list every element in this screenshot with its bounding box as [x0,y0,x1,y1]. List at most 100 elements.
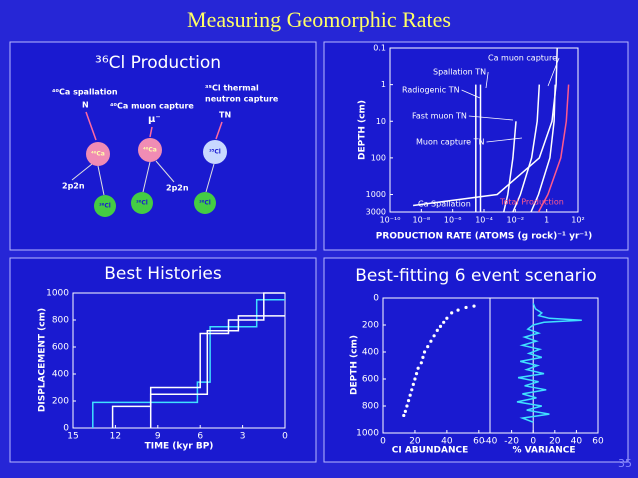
x-tick-label: -40 [483,437,498,447]
y-tick-label: 800 [52,316,69,326]
plot-frame [489,297,599,434]
scatter-point [402,413,406,418]
source-label: ³⁵Cl thermal [205,84,259,93]
series-label: Ca Spallation [418,200,471,209]
series-line [413,47,558,207]
arrows [85,111,223,141]
scatter-point [432,334,436,338]
scatter-point [438,324,443,328]
node-label: ³⁶Cl [99,203,111,210]
scatter-point [411,382,415,386]
node-label: ³⁶Cl [199,200,211,207]
arrow [205,163,215,193]
x-tick-label: 12 [110,432,121,442]
series-label: Spallation TN [433,68,486,77]
x-tick-label: 40 [441,437,453,447]
series-line [92,299,285,428]
series-line [530,84,556,213]
scatter-point [472,304,476,308]
series-line [516,303,582,423]
series-line [512,84,541,213]
x-tick-label: 10⁻⁶ [444,216,462,225]
series-label: Muon capture TN [416,138,485,147]
y-tick-label: 0 [373,294,379,304]
particle: μ⁻ [148,114,161,125]
y-axis-label: DISPLACEMENT (cm) [38,308,48,412]
scatter-point [419,361,423,365]
node-label: ⁴⁰Ca [91,151,105,158]
emission: 2p2n [166,184,189,193]
product-node [94,195,116,217]
scatter-point [426,345,430,349]
x-tick-label: 60 [473,437,485,447]
label-arrow [461,89,481,99]
y-tick-label: 0.1 [373,44,386,53]
node-label: ⁴⁰Ca [143,147,157,154]
scatter-point [429,339,433,343]
arrow [155,160,175,183]
diagram: ³⁶Cl Production ⁴⁰Ca spallation N ⁴⁰Ca m… [52,53,279,217]
plot-frame [72,292,286,429]
y-tick-label: 400 [362,348,379,358]
y-tick-label: 0 [63,424,69,434]
product-node [194,192,216,214]
series-line [111,292,285,428]
x-tick-label: 6 [197,432,203,442]
series-line [149,315,285,428]
emission: 2p2n [62,182,85,191]
y-tick-label: 600 [52,343,69,353]
y-tick-label: 1 [381,80,386,89]
x-tick-label: -20 [504,437,519,447]
y-tick-label: 100 [371,153,386,162]
y-tick-label: 400 [52,370,69,380]
label-arrow [485,71,489,89]
arrow [85,111,97,141]
arrow [142,161,151,193]
x-tick-label: 15 [67,432,78,442]
arrows [71,160,215,196]
arrow [97,165,105,196]
x-tick-label: 10⁻⁸ [413,216,431,225]
x-tick-label: 3 [240,432,246,442]
x-tick-label: 1 [544,216,549,225]
target-node [203,140,227,164]
x-tick-label: 10⁻⁴ [475,216,493,225]
target-node [138,138,162,162]
slide-title: Measuring Geomorphic Rates [187,7,451,32]
source-label: neutron capture [205,95,279,104]
node-label: ³⁶Cl [136,200,148,207]
arrow [215,121,223,140]
x-tick-label: 10² [571,216,584,225]
x-axis-label: % VARIANCE [513,446,576,456]
diagram-title: ³⁶Cl Production [95,53,221,73]
series-label: Radiogenic TN [402,86,460,95]
scatter-point [403,409,407,413]
x-tick-label: 9 [155,432,161,442]
chart-title: Best-fitting 6 event scenario [355,266,597,286]
y-axis-label: DEPTH (cm) [358,100,368,160]
product-node [131,192,153,214]
panel [323,257,629,463]
x-axis-label: TIME (kyr BP) [145,442,214,452]
scatter-point [408,393,412,397]
x-tick-label: 40 [571,437,583,447]
scatter-point [435,328,439,332]
arrow [149,126,153,138]
scatter-point [421,355,425,359]
chart-title: Best Histories [104,264,222,284]
page-number: 35 [618,457,632,470]
arrow [71,163,93,181]
scatter-point [410,388,414,392]
y-tick-label: 200 [52,397,69,407]
x-tick-label: 60 [592,437,604,447]
y-tick-label: 1000 [366,190,386,199]
scatter-point [406,399,411,403]
scatter-point [405,404,409,408]
series-label: Ca muon capture [488,54,557,63]
x-tick-label: 20 [549,437,561,447]
scatter-point [422,350,427,354]
particle: N [82,101,89,110]
x-tick-label: 0 [282,432,288,442]
target-node [86,142,110,166]
